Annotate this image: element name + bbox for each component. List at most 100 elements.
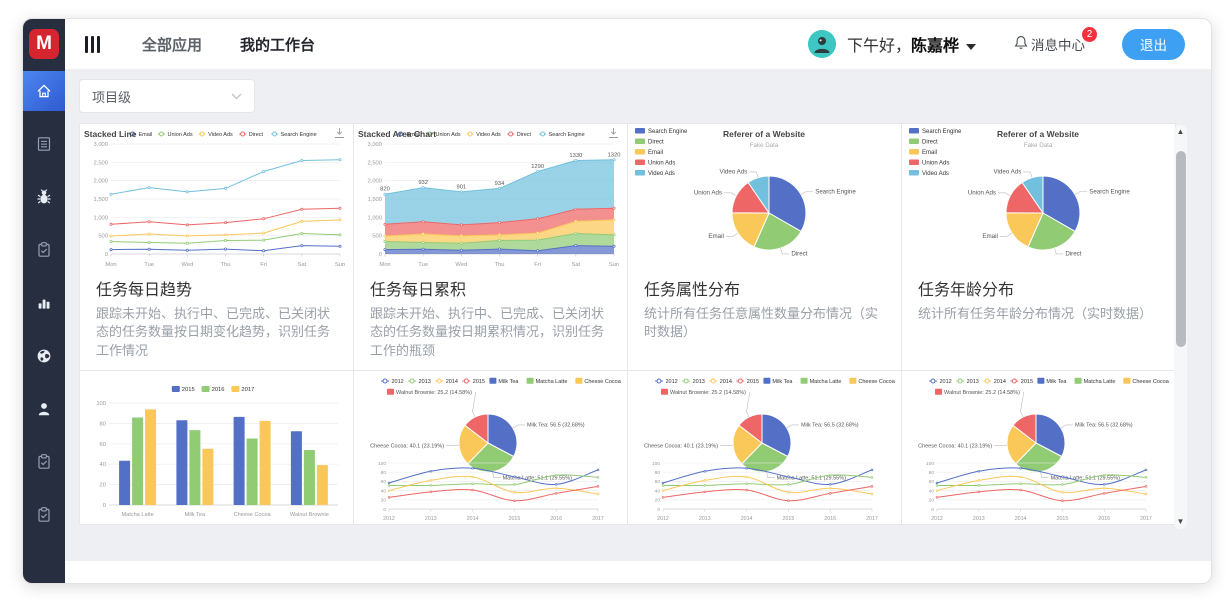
svg-text:2015: 2015 xyxy=(182,387,195,393)
svg-text:2,000: 2,000 xyxy=(93,179,108,185)
chevron-down-icon xyxy=(966,44,976,50)
svg-text:60: 60 xyxy=(655,479,661,485)
svg-text:2013: 2013 xyxy=(699,516,711,522)
svg-text:Mon: Mon xyxy=(379,262,390,268)
svg-text:Walnut Brownie: 25.2 (14.58%): Walnut Brownie: 25.2 (14.58%) xyxy=(670,390,746,396)
svg-text:Matcha Latte: Matcha Latte xyxy=(536,379,568,385)
sidebar-item-bar-chart-icon[interactable] xyxy=(23,283,65,323)
greeting-text: 下午好， xyxy=(846,38,911,55)
svg-text:Referer of a Website: Referer of a Website xyxy=(997,129,1079,139)
user-greeting[interactable]: 下午好，陈嘉桦 xyxy=(847,32,976,56)
card-title: 任务年龄分布 xyxy=(918,282,1015,299)
chart-card[interactable]: 0 500 1,000 1,500 2,000 2,500 3,000 Mon Tue Wed Th… xyxy=(80,124,353,370)
logout-button[interactable]: 退出 xyxy=(1122,28,1185,60)
svg-text:Union Ads: Union Ads xyxy=(922,161,949,167)
scroll-thumb[interactable] xyxy=(1175,151,1186,347)
svg-text:Search Engine: Search Engine xyxy=(281,132,317,138)
chart-card[interactable]: Referer of a Website Fake Data Search Engi… xyxy=(628,124,901,370)
chart-card[interactable]: Referer of a Website Fake Data Search Engi… xyxy=(902,124,1175,370)
sidebar-item-bug-icon[interactable] xyxy=(23,177,65,217)
top-nav: 全部应用 我的工作台 xyxy=(142,34,315,55)
svg-text:Union Ads: Union Ads xyxy=(168,132,193,138)
message-center[interactable]: 消息中心 2 xyxy=(1014,27,1100,54)
chart-canvas[interactable]: 2012 2013 2014 2015 Milk Tea Matcha Latte Chee… xyxy=(903,371,1174,523)
app-logo[interactable]: M xyxy=(29,29,59,59)
svg-text:Fake Data: Fake Data xyxy=(750,142,779,149)
svg-text:Milk Tea: Milk Tea xyxy=(498,379,519,385)
svg-text:Matcha Latte: 51.1 (29.55%): Matcha Latte: 51.1 (29.55%) xyxy=(1051,475,1121,481)
svg-text:80: 80 xyxy=(381,470,387,476)
collapse-menu-icon[interactable] xyxy=(85,35,100,53)
svg-text:Cheese Cocoa: 40.1 (23.19%): Cheese Cocoa: 40.1 (23.19%) xyxy=(370,443,444,449)
svg-text:60: 60 xyxy=(381,479,387,485)
nav-my-workbench[interactable]: 我的工作台 xyxy=(240,36,316,54)
chart-canvas[interactable]: 0 500 1,000 1,500 2,000 2,500 3,000 Mon Tue Wed Th… xyxy=(355,124,626,270)
cards-grid: 0 500 1,000 1,500 2,000 2,500 3,000 Mon Tue Wed Th… xyxy=(79,123,1176,525)
svg-text:2017: 2017 xyxy=(241,387,254,393)
sidebar-item-clipboard-check-icon[interactable] xyxy=(23,230,65,270)
sidebar-item-document-icon[interactable] xyxy=(23,124,65,164)
top-header: 全部应用 我的工作台 下午好，陈嘉桦 消息中心 xyxy=(65,19,1211,69)
chart-canvas[interactable]: Referer of a Website Fake Data Search Engi… xyxy=(903,124,1174,270)
chart-canvas[interactable]: 2012 2013 2014 2015 Milk Tea Matcha Latte Chee… xyxy=(629,371,900,523)
svg-text:Union Ads: Union Ads xyxy=(436,132,461,138)
sidebar-item-globe-icon[interactable] xyxy=(23,336,65,376)
sidebar-nav xyxy=(23,71,65,548)
svg-text:934: 934 xyxy=(495,181,505,187)
chart-card[interactable]: 2012 2013 2014 2015 Milk Tea Matcha Latte Chee… xyxy=(902,371,1175,524)
svg-text:1290: 1290 xyxy=(531,164,544,170)
svg-text:Cheese Cocoa: Cheese Cocoa xyxy=(858,379,895,385)
sidebar-item-user-icon[interactable] xyxy=(23,389,65,429)
svg-text:Thu: Thu xyxy=(221,262,231,268)
level-select[interactable]: 项目级 xyxy=(79,79,255,113)
svg-text:Search Engine: Search Engine xyxy=(549,132,585,138)
avatar[interactable] xyxy=(807,30,836,58)
svg-text:Union Ads: Union Ads xyxy=(648,161,675,167)
svg-text:2012: 2012 xyxy=(666,379,678,385)
svg-text:Milk Tea: Milk Tea xyxy=(1046,379,1067,385)
scroll-up-arrow[interactable]: ▲ xyxy=(1176,127,1185,136)
svg-text:Email: Email xyxy=(982,233,997,240)
svg-text:Matcha Latte: Matcha Latte xyxy=(1084,379,1116,385)
chart-card[interactable]: 2015 2016 2017 0 20 40 60 80 100 Matcha Latte Milk… xyxy=(80,371,353,524)
svg-text:0: 0 xyxy=(383,507,386,513)
card-desc: 统计所有任务任意属性数量分布情况（实时数据） xyxy=(644,306,879,340)
scroll-down-arrow[interactable]: ▼ xyxy=(1176,517,1185,526)
chart-canvas[interactable]: Referer of a Website Fake Data Search Engi… xyxy=(629,124,900,270)
chart-card[interactable]: 0 500 1,000 1,500 2,000 2,500 3,000 Mon Tue Wed Th… xyxy=(354,124,627,370)
svg-text:2016: 2016 xyxy=(1098,516,1110,522)
chart-card[interactable]: 2012 2013 2014 2015 Milk Tea Matcha Latte Chee… xyxy=(354,371,627,524)
sidebar-item-clipboard-check-icon[interactable] xyxy=(23,495,65,535)
chart-canvas[interactable]: 0 500 1,000 1,500 2,000 2,500 3,000 Mon Tue Wed Th… xyxy=(81,124,352,270)
svg-text:Cheese Cocoa: Cheese Cocoa xyxy=(584,379,621,385)
chart-canvas[interactable]: 2012 2013 2014 2015 Milk Tea Matcha Latte Chee… xyxy=(355,371,626,523)
svg-text:Union Ads: Union Ads xyxy=(968,190,996,197)
message-badge: 2 xyxy=(1082,27,1097,42)
svg-text:40: 40 xyxy=(929,488,935,494)
scrollbar[interactable]: ▲ ▼ xyxy=(1174,125,1187,529)
svg-text:Thu: Thu xyxy=(495,262,505,268)
sidebar-item-clipboard-check-icon[interactable] xyxy=(23,442,65,482)
svg-text:Cheese Cocoa: 40.1 (23.19%): Cheese Cocoa: 40.1 (23.19%) xyxy=(918,443,992,449)
svg-text:Email: Email xyxy=(922,150,937,156)
svg-text:2015: 2015 xyxy=(509,516,521,522)
card-title: 任务属性分布 xyxy=(644,282,741,299)
svg-text:Referer of a Website: Referer of a Website xyxy=(723,129,805,139)
svg-text:2013: 2013 xyxy=(973,516,985,522)
sidebar-item-home-icon[interactable] xyxy=(23,71,65,111)
svg-text:Search Engine: Search Engine xyxy=(648,129,688,135)
svg-text:2016: 2016 xyxy=(212,387,225,393)
chart-canvas[interactable]: 2015 2016 2017 0 20 40 60 80 100 Matcha Latte Milk… xyxy=(81,371,352,523)
svg-text:Video Ads: Video Ads xyxy=(922,171,949,177)
svg-text:20: 20 xyxy=(655,498,661,504)
svg-text:500: 500 xyxy=(372,234,382,240)
svg-text:Email: Email xyxy=(407,132,421,138)
svg-text:Milk Tea: 56.5 (32.68%): Milk Tea: 56.5 (32.68%) xyxy=(801,423,859,429)
nav-all-apps[interactable]: 全部应用 xyxy=(142,36,203,54)
svg-text:Matcha Latte: 51.1 (29.55%): Matcha Latte: 51.1 (29.55%) xyxy=(777,475,847,481)
app-window: M 全部应用 我的工作台 下午好，陈嘉桦 xyxy=(22,18,1212,584)
svg-text:Search Engine: Search Engine xyxy=(815,188,856,195)
svg-text:2017: 2017 xyxy=(866,516,878,522)
svg-text:Search Engine: Search Engine xyxy=(1089,188,1130,195)
chart-card[interactable]: 2012 2013 2014 2015 Milk Tea Matcha Latte Chee… xyxy=(628,371,901,524)
